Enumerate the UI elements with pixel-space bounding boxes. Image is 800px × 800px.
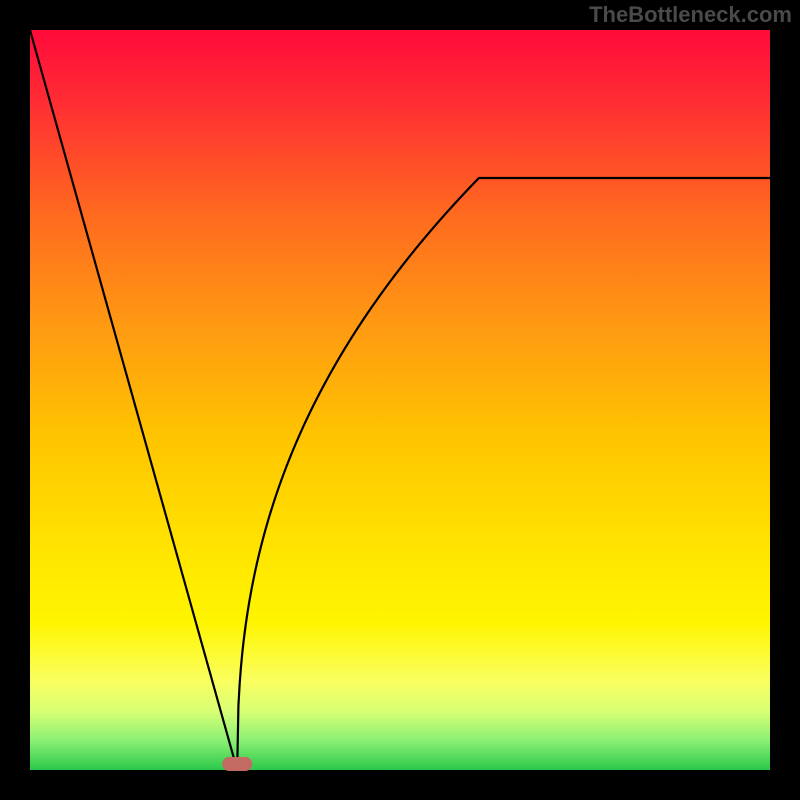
bottleneck-chart [0, 0, 800, 800]
watermark-text: TheBottleneck.com [589, 2, 792, 28]
plot-background [30, 30, 770, 770]
chart-frame: TheBottleneck.com [0, 0, 800, 800]
optimum-marker [222, 757, 252, 771]
